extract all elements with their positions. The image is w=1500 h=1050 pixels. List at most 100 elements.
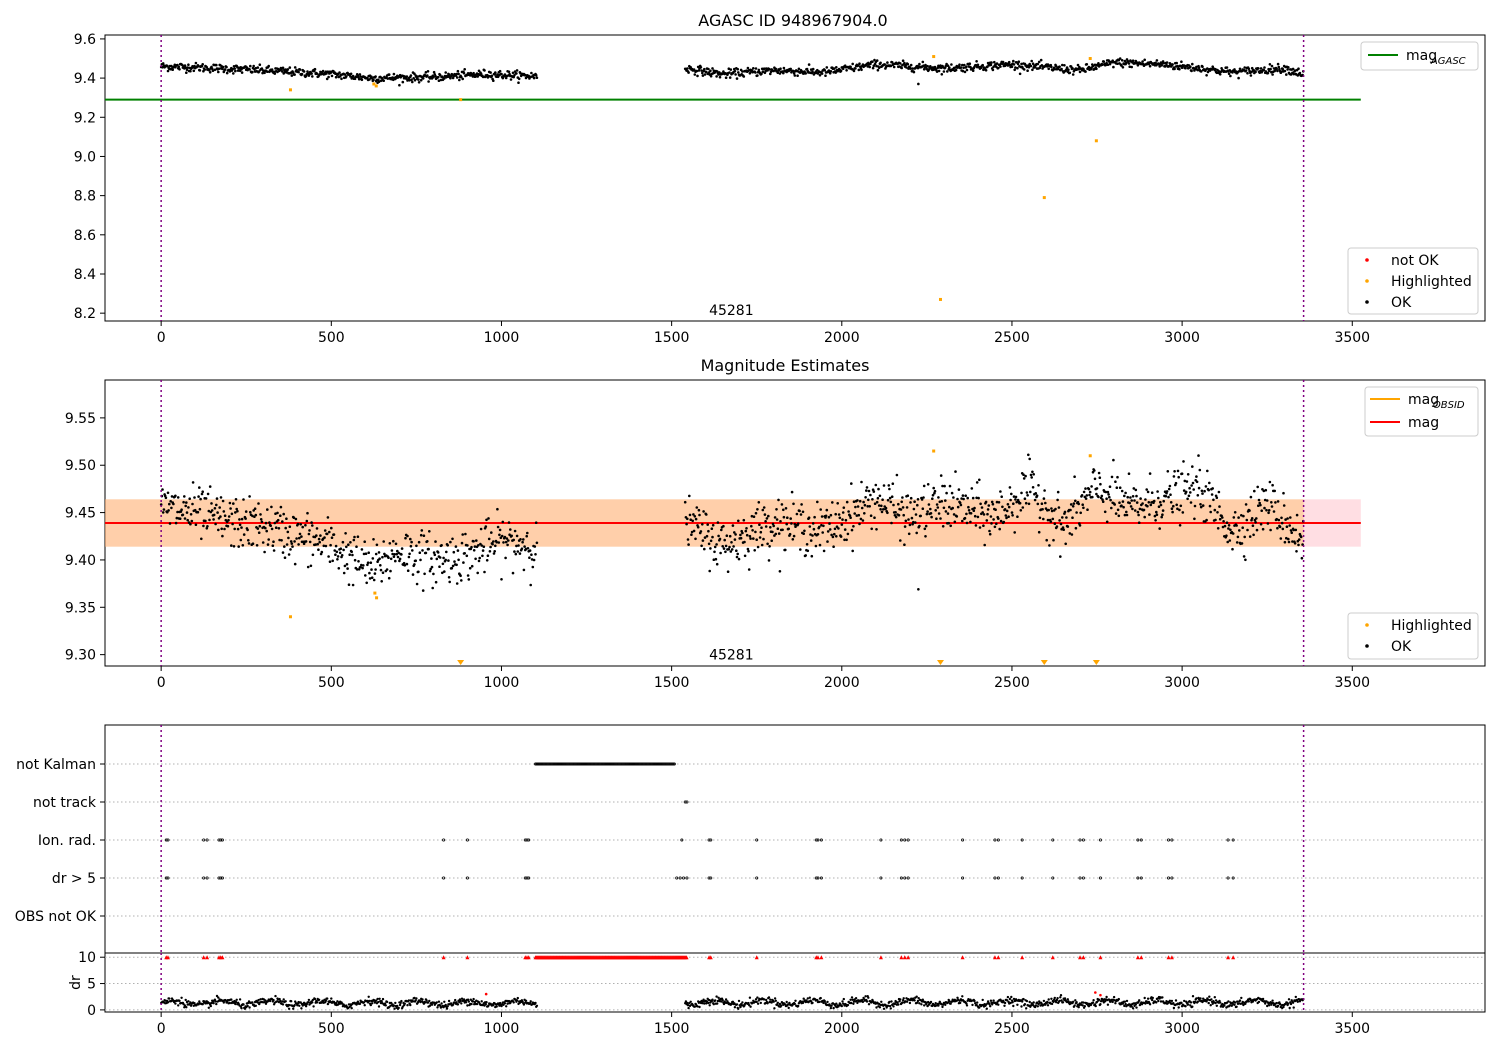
ok-point (826, 530, 830, 533)
dr-point (971, 1003, 974, 1007)
legend-frame (1347, 612, 1479, 660)
flag-event-marker (680, 838, 684, 842)
ok-point (999, 519, 1003, 523)
ok-point (225, 71, 229, 75)
ok-point (799, 513, 803, 516)
dr-point (469, 998, 472, 1001)
ok-point (170, 64, 173, 68)
ok-point (867, 498, 870, 502)
legend-entry[interactable]: Highlighted (1365, 618, 1472, 634)
dr-point (1003, 1004, 1006, 1007)
ok-point (884, 506, 888, 510)
flag-event-marker (671, 762, 675, 766)
ok-point (818, 525, 821, 529)
highlighted-point (1042, 196, 1046, 200)
dr-point (1138, 999, 1141, 1002)
ok-point (773, 516, 777, 519)
ok-point (1165, 490, 1169, 493)
ok-point (935, 70, 939, 73)
ok-point (915, 531, 918, 535)
dr-point (1257, 1000, 1261, 1004)
ok-point (1012, 63, 1016, 66)
ok-point (931, 493, 935, 497)
legend-entry[interactable]: mag (1370, 415, 1439, 431)
ok-point (297, 70, 300, 74)
dr-point (287, 1007, 291, 1010)
ok-point (1123, 494, 1126, 498)
ok-point (1182, 64, 1186, 67)
ok-point (240, 517, 244, 521)
ok-point (441, 562, 445, 566)
ok-point (424, 551, 428, 555)
legend-marker-swatch (1365, 623, 1369, 627)
ok-point (1061, 516, 1064, 519)
dr-point (755, 1000, 758, 1004)
ok-point (507, 539, 510, 542)
ok-point (1271, 73, 1274, 76)
ok-point (326, 516, 330, 519)
dr-point (808, 996, 811, 999)
dr-point (472, 997, 475, 1001)
legend-entry[interactable]: OK (1365, 639, 1412, 655)
ok-point (194, 61, 198, 65)
legend-entry[interactable]: OK (1365, 295, 1412, 311)
ok-point (313, 69, 316, 73)
dr-point (846, 1003, 850, 1007)
ok-point (497, 541, 501, 544)
ok-point (1024, 501, 1028, 505)
ok-point (521, 540, 524, 544)
ok-point (1042, 517, 1045, 521)
ok-point (871, 498, 874, 501)
ok-point (741, 70, 744, 73)
ok-point (1257, 67, 1260, 70)
ok-point (447, 559, 450, 562)
ok-point (187, 506, 190, 509)
dr-point (1046, 1000, 1049, 1004)
ok-point (871, 66, 875, 70)
ok-point (315, 527, 319, 530)
ok-point (881, 498, 884, 502)
flag-event-marker (1226, 838, 1230, 842)
dr-point (1276, 1004, 1280, 1007)
ok-point (432, 572, 435, 576)
ok-point (1084, 487, 1087, 490)
ok-point (302, 70, 306, 73)
ok-point (805, 67, 809, 71)
ok-point (1144, 498, 1147, 501)
ok-point (168, 522, 172, 525)
ok-point (1082, 506, 1085, 510)
ok-point (1034, 492, 1038, 495)
dr-point (528, 1001, 532, 1005)
ok-point (413, 72, 416, 75)
ok-point (417, 570, 420, 574)
legend-frame (1360, 41, 1479, 71)
dr-point (326, 1002, 330, 1006)
ok-point (1041, 508, 1044, 511)
dr-point (210, 1001, 213, 1005)
dr-point (948, 1000, 951, 1003)
ok-point (515, 534, 519, 538)
ok-point (382, 540, 386, 543)
dr-point (854, 997, 858, 1000)
clipped-dr-marker (684, 955, 689, 960)
dr-point (785, 1000, 788, 1004)
dr-point (929, 1000, 933, 1004)
ok-point (217, 67, 221, 70)
ok-point (804, 72, 807, 75)
ok-point (234, 69, 237, 73)
ok-point (962, 66, 965, 70)
dr-point (1261, 997, 1265, 1001)
ok-point (174, 494, 177, 498)
ok-point (306, 511, 309, 515)
ok-point (961, 63, 964, 67)
ok-point (302, 542, 306, 545)
dr-point (307, 1001, 310, 1004)
legend-entry[interactable]: not OK (1365, 253, 1439, 269)
dr-point (275, 1000, 279, 1003)
ok-point (189, 513, 193, 516)
legend-entry[interactable]: Highlighted (1365, 274, 1472, 290)
dr-point (446, 1005, 449, 1008)
clipped-dr-marker (906, 955, 911, 960)
